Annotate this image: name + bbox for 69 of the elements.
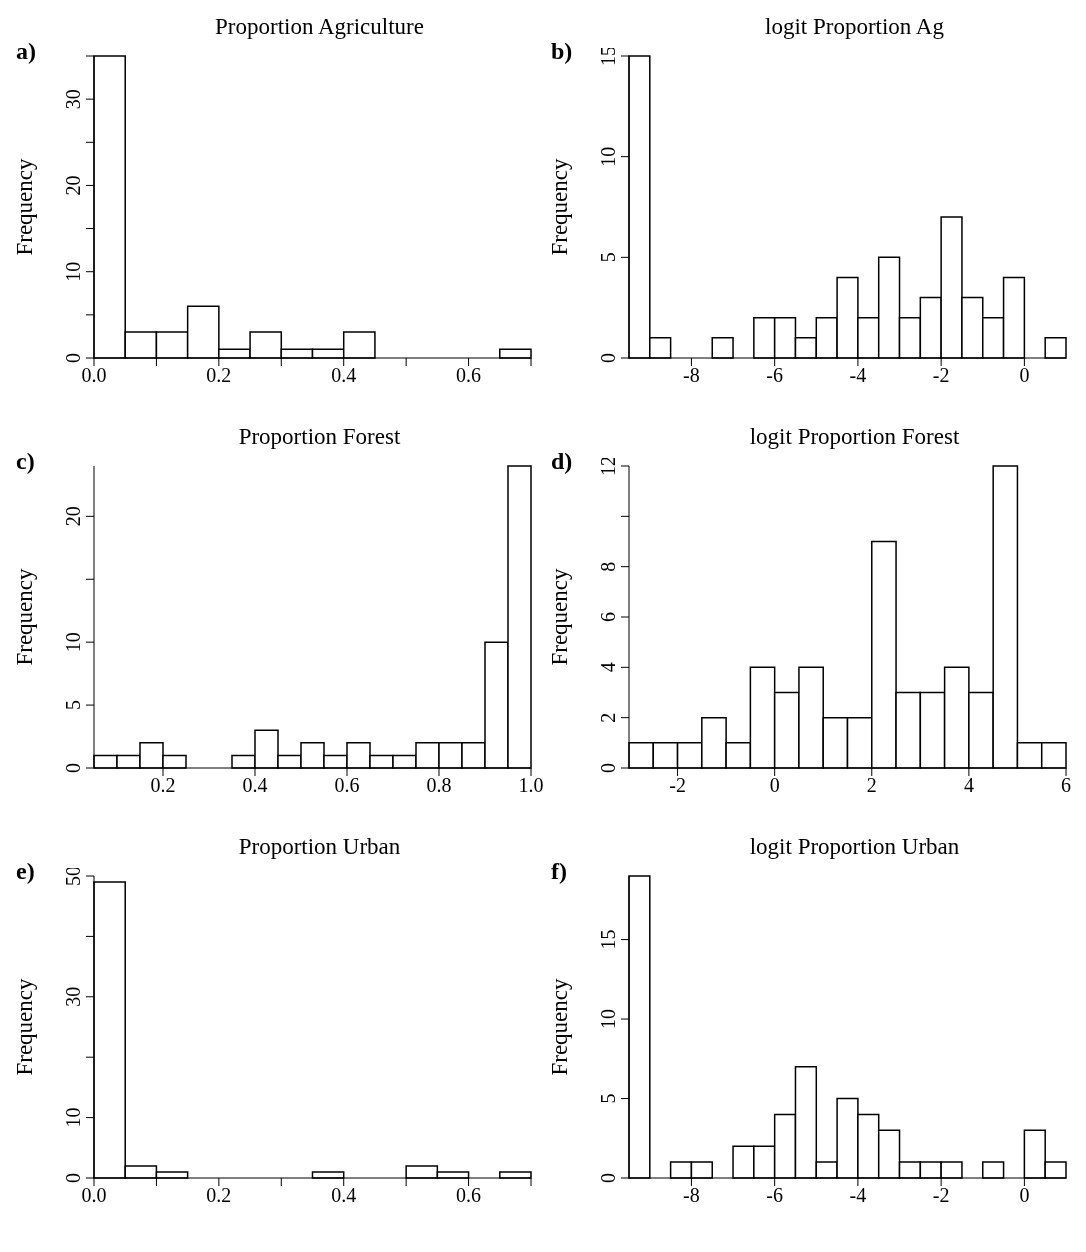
y-axis-title: Frequency xyxy=(12,158,38,256)
y-tick-label: 4 xyxy=(597,662,619,673)
x-tick-label: 0.0 xyxy=(81,1184,107,1207)
y-axis-title: Frequency xyxy=(547,978,573,1076)
x-tick-label: -2 xyxy=(932,1184,950,1207)
x-tick-label: -6 xyxy=(766,1184,783,1207)
y-axis-title: Frequency xyxy=(547,568,573,666)
x-tick-label: 0 xyxy=(769,774,780,797)
y-tick-label: 0 xyxy=(597,1173,619,1183)
x-tick-label: -6 xyxy=(766,364,783,387)
x-tick-label: 0.2 xyxy=(150,774,176,797)
x-tick-label: 0 xyxy=(1019,1184,1030,1207)
x-tick-label: 0.4 xyxy=(242,774,268,797)
x-tick-label: 0.6 xyxy=(334,774,360,797)
x-tick-label: -4 xyxy=(849,364,867,387)
text: f) xyxy=(551,858,567,885)
y-tick-label: 0 xyxy=(62,1173,84,1183)
y-tick-label: 10 xyxy=(597,1009,619,1030)
y-tick-label: 5 xyxy=(597,1093,619,1104)
chart-title: logit Proportion Ag xyxy=(764,14,945,40)
y-tick-label: 2 xyxy=(597,712,619,723)
chart-title: Proportion Forest xyxy=(237,424,402,450)
x-tick-label: -2 xyxy=(932,364,950,387)
x-tick-label: 0.0 xyxy=(81,364,107,387)
x-tick-label: 0.2 xyxy=(206,364,232,387)
y-tick-label: 10 xyxy=(62,632,84,653)
x-tick-label: 2 xyxy=(866,774,877,797)
x-tick-label: 4 xyxy=(963,774,974,797)
y-tick-label: 6 xyxy=(597,612,619,622)
chart-title: logit Proportion Urban xyxy=(748,834,961,860)
text: a) xyxy=(16,38,36,65)
y-tick-label: 20 xyxy=(62,506,84,527)
x-tick-label: 0.8 xyxy=(426,774,452,797)
y-tick-label: 30 xyxy=(62,89,84,110)
y-tick-label: 0 xyxy=(62,763,84,773)
x-tick-label: 0.2 xyxy=(206,1184,232,1207)
x-tick-label: 0.6 xyxy=(456,1184,482,1207)
y-tick-label: 10 xyxy=(597,146,619,167)
y-tick-label: 15 xyxy=(597,929,619,950)
y-tick-label: 8 xyxy=(597,561,619,572)
chart-title: Proportion Urban xyxy=(237,834,402,860)
text: e) xyxy=(16,858,35,885)
y-tick-label: 0 xyxy=(62,353,84,363)
text: b) xyxy=(551,38,573,65)
x-tick-label: -8 xyxy=(683,364,700,387)
x-tick-label: 0 xyxy=(1019,364,1030,387)
chart-title: Proportion Agriculture xyxy=(214,14,425,40)
y-tick-label: 10 xyxy=(62,261,84,282)
x-tick-label: 0.4 xyxy=(331,1184,357,1207)
x-tick-label: 0.4 xyxy=(331,364,357,387)
y-tick-label: 5 xyxy=(597,252,619,263)
x-tick-label: -8 xyxy=(683,1184,700,1207)
y-tick-label: 5 xyxy=(62,700,84,711)
x-tick-label: -4 xyxy=(849,1184,867,1207)
y-axis-title: Frequency xyxy=(12,568,38,666)
y-axis-title: Frequency xyxy=(12,978,38,1076)
text: c) xyxy=(16,448,35,475)
y-tick-label: 0 xyxy=(597,763,619,773)
y-tick-label: 20 xyxy=(62,175,84,196)
x-tick-label: 0.6 xyxy=(456,364,482,387)
text: d) xyxy=(551,448,573,475)
y-axis-title: Frequency xyxy=(547,158,573,256)
y-tick-label: 10 xyxy=(62,1107,84,1128)
chart-title: logit Proportion Forest xyxy=(748,424,961,450)
x-tick-label: -2 xyxy=(669,774,686,797)
x-tick-label: 1.0 xyxy=(518,774,544,797)
x-tick-label: 6 xyxy=(1061,774,1071,797)
y-tick-label: 0 xyxy=(597,353,619,363)
y-tick-label: 30 xyxy=(62,986,84,1007)
